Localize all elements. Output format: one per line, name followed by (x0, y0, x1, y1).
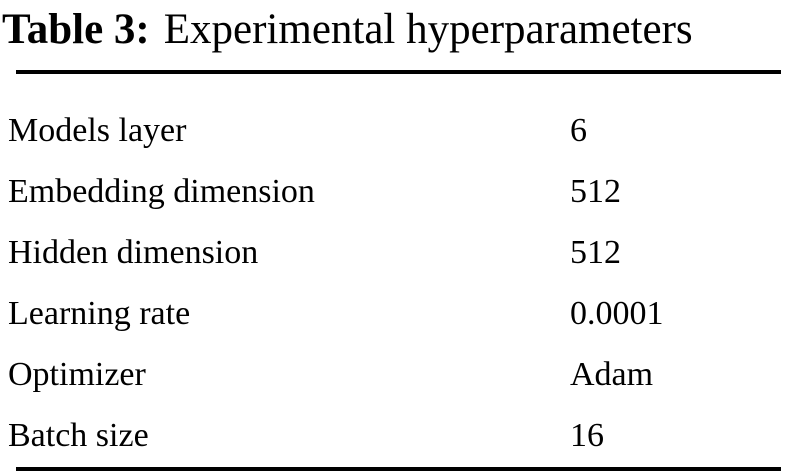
table-caption: Table 3: Experimental hyperparameters (2, 2, 693, 58)
table-row: Learning rate 0.0001 (8, 283, 781, 344)
parameter-value-cell: 16 (570, 416, 604, 454)
parameter-value-cell: 0.0001 (570, 294, 664, 332)
table-row: Models layer 6 (8, 100, 781, 161)
parameter-name-cell: Batch size (8, 416, 149, 454)
table-rows: Models layer 6 Embedding dimension 512 H… (8, 100, 781, 466)
parameter-value-cell: 512 (570, 233, 621, 271)
parameter-name-cell: Hidden dimension (8, 233, 259, 271)
parameter-value-cell: 512 (570, 172, 621, 210)
table-bottom-rule (16, 467, 781, 471)
parameter-name-cell: Embedding dimension (8, 172, 315, 210)
table-caption-label: Table 3: (2, 6, 150, 53)
table-row: Hidden dimension 512 (8, 222, 781, 283)
table-row: Embedding dimension 512 (8, 161, 781, 222)
table-caption-title: Experimental hyperparameters (163, 6, 693, 53)
table-top-rule (16, 70, 781, 74)
parameter-value-cell: 6 (570, 111, 587, 149)
table-row: Batch size 16 (8, 405, 781, 466)
table-row: Optimizer Adam (8, 344, 781, 405)
parameter-name-cell: Optimizer (8, 355, 146, 393)
parameter-name-cell: Learning rate (8, 294, 191, 332)
parameter-name-cell: Models layer (8, 111, 187, 149)
parameter-value-cell: Adam (570, 355, 654, 393)
